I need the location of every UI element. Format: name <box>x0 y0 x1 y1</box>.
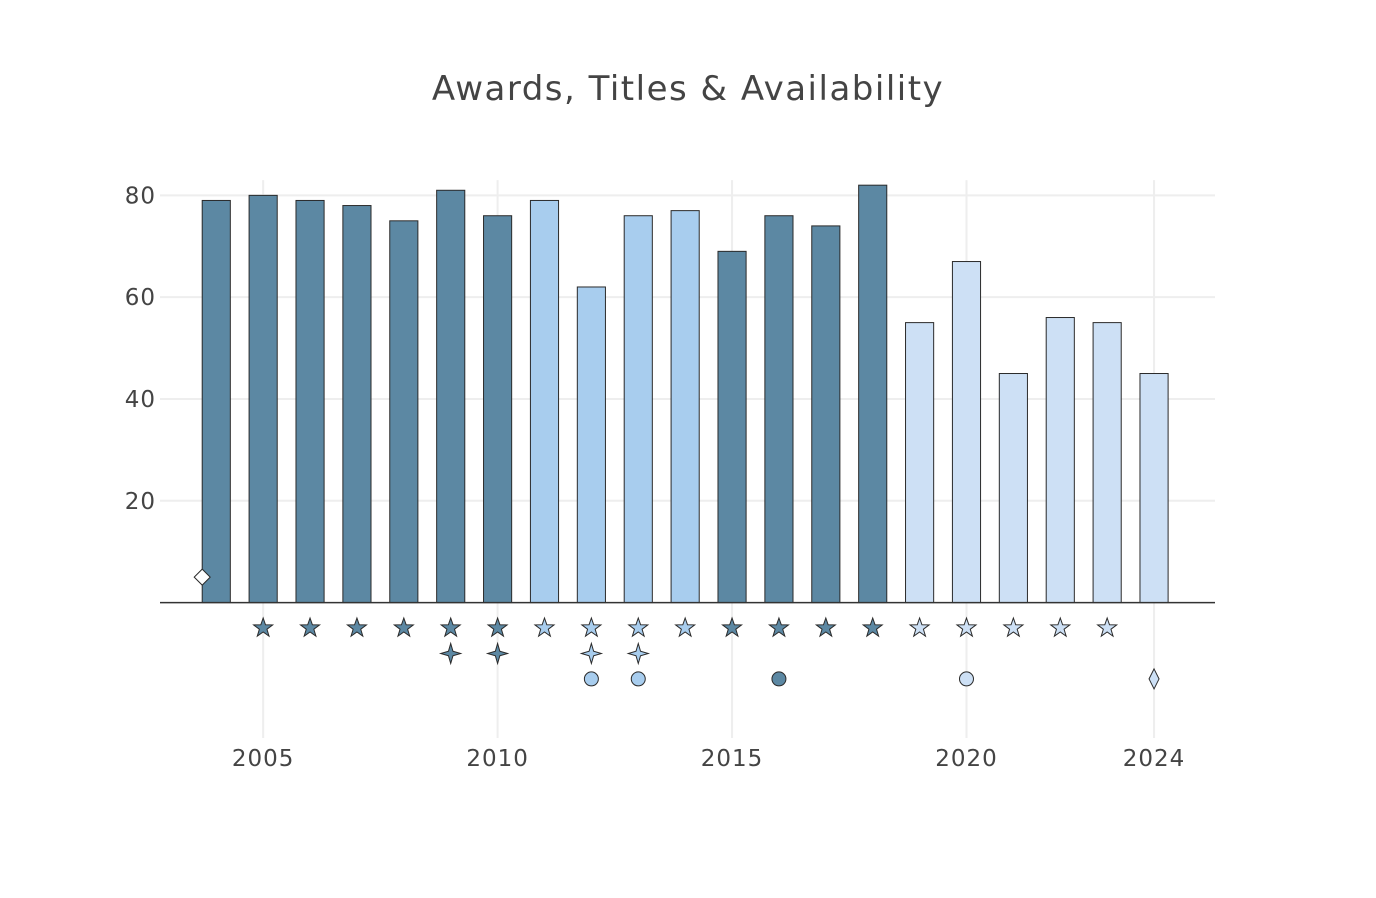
sparkle-marker-2013 <box>626 641 651 666</box>
bar-2017 <box>811 225 841 604</box>
y-tick-label-60: 60 <box>125 285 156 311</box>
x-tick-label-2024: 2024 <box>1123 746 1186 772</box>
x-tick-label-2010: 2010 <box>466 746 529 772</box>
bar-2020 <box>951 261 982 604</box>
star-marker-2011 <box>533 616 556 638</box>
star-marker-2019 <box>908 616 931 638</box>
sparkle-marker-2010 <box>485 641 510 666</box>
bar-2018 <box>858 184 888 604</box>
bar-2015 <box>717 250 747 604</box>
x-tick-label-2020: 2020 <box>935 746 998 772</box>
bar-2009 <box>436 189 466 604</box>
bar-2010 <box>483 215 513 604</box>
bar-layer <box>201 184 1169 604</box>
bar-2004 <box>201 199 231 604</box>
bar-2007 <box>342 205 372 604</box>
star-marker-2018 <box>861 616 884 638</box>
bar-2016 <box>764 215 794 604</box>
diamond-marker-2003.7 <box>193 568 211 586</box>
bar-2006 <box>295 199 325 604</box>
circle-marker-2012 <box>583 671 599 687</box>
star-marker-2022 <box>1049 616 1072 638</box>
star-marker-2020 <box>955 616 978 638</box>
bar-2011 <box>529 199 560 604</box>
star-marker-2015 <box>721 616 744 638</box>
star-marker-2007 <box>345 616 368 638</box>
star-marker-2014 <box>674 616 697 638</box>
sparkle-marker-2012 <box>579 641 604 666</box>
star-marker-2012 <box>580 616 603 638</box>
bar-2022 <box>1045 317 1075 604</box>
bar-2012 <box>576 286 606 604</box>
star-marker-2017 <box>814 616 837 638</box>
star-marker-2013 <box>627 616 650 638</box>
y-tick-label-40: 40 <box>125 387 156 413</box>
tall-diamond-marker-2024 <box>1148 667 1160 691</box>
star-marker-2005 <box>252 616 275 638</box>
sparkle-marker-2009 <box>438 641 463 666</box>
star-marker-2008 <box>392 616 415 638</box>
star-marker-2009 <box>439 616 462 638</box>
y-tick-label-80: 80 <box>125 183 156 209</box>
chart-title: Awards, Titles & Availability <box>432 69 944 109</box>
bar-2024 <box>1139 373 1169 604</box>
star-marker-2016 <box>767 616 790 638</box>
star-marker-2021 <box>1002 616 1025 638</box>
tick-layer: 2005 2010 2015 2020 2024 20 40 60 80 <box>125 183 1186 772</box>
bar-2014 <box>670 210 700 604</box>
bar-2013 <box>623 215 653 604</box>
bar-2005 <box>248 194 278 604</box>
circle-marker-2016 <box>771 671 787 687</box>
bar-2019 <box>905 322 935 604</box>
bar-2023 <box>1092 322 1122 604</box>
bar-2021 <box>998 373 1028 604</box>
bar-2008 <box>389 220 419 604</box>
star-marker-2006 <box>299 616 322 638</box>
y-tick-label-20: 20 <box>125 489 156 515</box>
circle-marker-2020 <box>958 671 974 687</box>
star-marker-2023 <box>1096 616 1119 638</box>
x-tick-label-2015: 2015 <box>701 746 764 772</box>
star-marker-2010 <box>486 616 509 638</box>
marker-layer <box>193 568 1160 691</box>
x-tick-label-2005: 2005 <box>232 746 295 772</box>
circle-marker-2013 <box>630 671 646 687</box>
